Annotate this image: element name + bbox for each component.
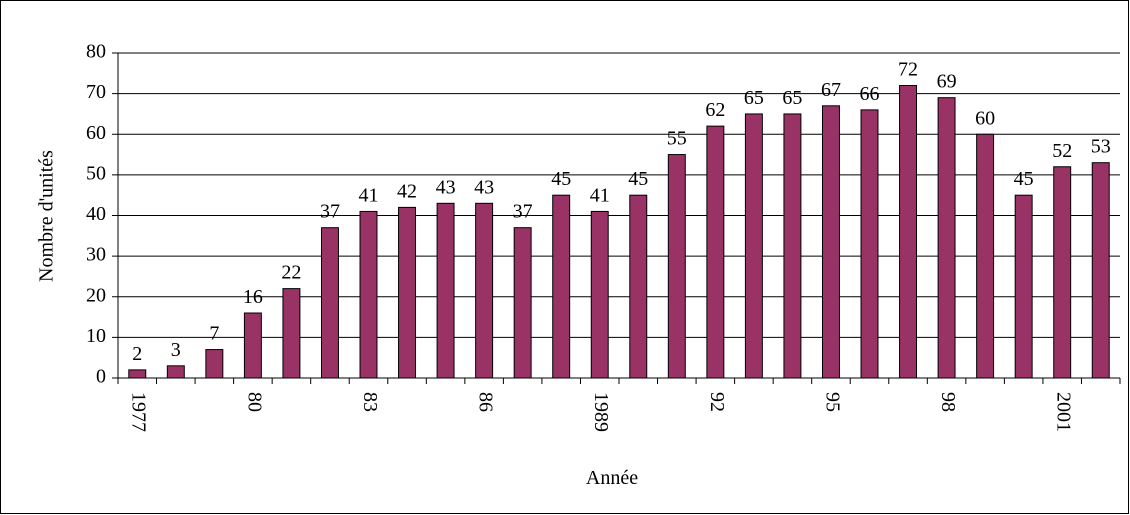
y-tick-label: 70 bbox=[86, 81, 106, 103]
bar bbox=[128, 369, 147, 379]
bar bbox=[243, 312, 262, 379]
x-tick-label: 1977 bbox=[128, 392, 150, 432]
data-label: 43 bbox=[474, 176, 494, 198]
bar bbox=[899, 85, 918, 379]
bar bbox=[821, 105, 840, 379]
y-tick-label: 50 bbox=[86, 162, 106, 184]
data-label: 62 bbox=[705, 99, 725, 121]
x-axis-label: Année bbox=[586, 467, 638, 489]
data-label: 60 bbox=[975, 107, 995, 129]
data-label: 65 bbox=[782, 87, 802, 109]
bar bbox=[359, 210, 378, 379]
data-label: 7 bbox=[209, 323, 219, 345]
x-tick-label: 95 bbox=[821, 392, 843, 412]
bar bbox=[706, 125, 725, 379]
bar bbox=[590, 210, 609, 379]
bar bbox=[744, 113, 763, 379]
data-label: 41 bbox=[590, 184, 610, 206]
x-tick-label: 92 bbox=[706, 392, 728, 412]
bar bbox=[1053, 166, 1072, 379]
bar bbox=[552, 194, 571, 379]
data-label: 2 bbox=[132, 343, 142, 365]
data-label: 72 bbox=[898, 59, 918, 81]
data-label: 3 bbox=[171, 339, 181, 361]
data-label: 45 bbox=[551, 168, 571, 190]
x-tick-label: 86 bbox=[475, 392, 497, 412]
data-label: 45 bbox=[1014, 168, 1034, 190]
x-tick-label: 1989 bbox=[590, 392, 612, 432]
bar bbox=[1014, 194, 1033, 379]
bar bbox=[320, 227, 339, 379]
x-tick-label: 2001 bbox=[1053, 392, 1075, 432]
bar bbox=[166, 365, 185, 379]
y-tick-label: 20 bbox=[86, 284, 106, 306]
data-label: 52 bbox=[1052, 140, 1072, 162]
bar bbox=[398, 206, 417, 379]
y-axis-label: Nombre d'unités bbox=[36, 150, 58, 282]
bar bbox=[783, 113, 802, 379]
data-label: 65 bbox=[744, 87, 764, 109]
y-tick-label: 40 bbox=[86, 203, 106, 225]
data-label: 37 bbox=[320, 201, 340, 223]
x-tick-label: 98 bbox=[937, 392, 959, 412]
bar bbox=[475, 202, 494, 379]
data-label: 22 bbox=[281, 262, 301, 284]
data-label: 53 bbox=[1091, 136, 1111, 158]
bar bbox=[937, 97, 956, 379]
data-label: 42 bbox=[397, 180, 417, 202]
data-label: 69 bbox=[937, 71, 957, 93]
y-tick-label: 60 bbox=[86, 122, 106, 144]
y-tick-label: 80 bbox=[86, 41, 106, 63]
bar bbox=[282, 288, 301, 379]
data-label: 66 bbox=[860, 83, 880, 105]
data-label: 37 bbox=[513, 201, 533, 223]
bar bbox=[436, 202, 455, 379]
data-label: 55 bbox=[667, 128, 687, 150]
data-label: 16 bbox=[243, 286, 263, 308]
data-label: 45 bbox=[628, 168, 648, 190]
bar bbox=[976, 133, 995, 379]
y-tick-label: 10 bbox=[86, 325, 106, 347]
bar bbox=[205, 349, 224, 379]
bar bbox=[667, 154, 686, 379]
bar bbox=[513, 227, 532, 379]
bar bbox=[629, 194, 648, 379]
data-label: 41 bbox=[359, 184, 379, 206]
x-tick-label: 80 bbox=[243, 392, 265, 412]
data-label: 67 bbox=[821, 79, 841, 101]
bar bbox=[860, 109, 879, 379]
x-tick-label: 83 bbox=[359, 392, 381, 412]
y-tick-label: 30 bbox=[86, 244, 106, 266]
bar bbox=[1091, 162, 1110, 379]
y-tick-label: 0 bbox=[96, 366, 106, 388]
data-label: 43 bbox=[436, 176, 456, 198]
